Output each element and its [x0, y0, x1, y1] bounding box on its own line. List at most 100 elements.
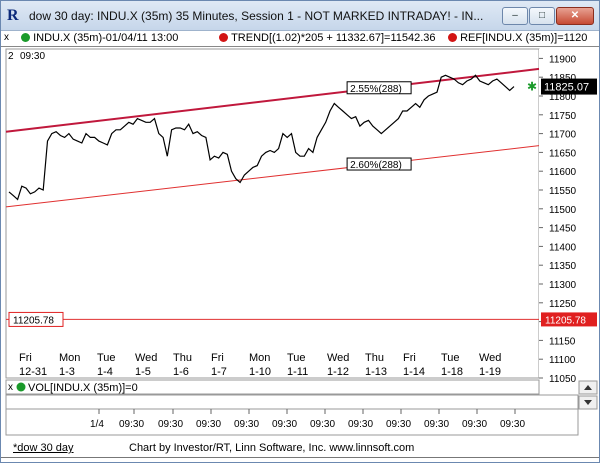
date-label: 1-5: [135, 366, 151, 378]
ref-value-left-text: 11205.78: [13, 315, 54, 326]
upper-channel-line: [5, 67, 540, 133]
last-price-marker: ✱ 11825.07: [527, 78, 597, 95]
ref-value-right: 11205.78: [541, 312, 597, 327]
volume-label: VOL[INDU.X (35m)]=0: [28, 382, 138, 394]
y-tick-label: 11300: [549, 280, 577, 291]
time-axis-ticks: 1/4 09:30 09:30 09:30 09:30 09:30 09:30 09:30 09…: [90, 409, 525, 430]
day-labels: Fri 12-31 Mon 1-3 Tue 1-4 Wed 1-5 Thu 1-6 Fri 1-7 Mo…: [19, 352, 501, 378]
scroll-up-button[interactable]: [578, 380, 598, 395]
time-tick-label: 09:30: [462, 419, 487, 430]
price-chart[interactable]: 2 09:30 11900118501180011750117001165011…: [1, 47, 599, 441]
time-tick-label: 09:30: [386, 419, 411, 430]
app-logo-icon: R: [7, 7, 19, 24]
y-tick-label: 11600: [549, 167, 577, 178]
price-study-label: INDU.X (35m)-01/04/11 13:00: [33, 32, 179, 44]
y-tick-label: 11500: [549, 205, 577, 216]
y-tick-label: 11050: [549, 374, 577, 385]
y-tick-label: 11550: [549, 186, 577, 197]
date-label: 1-7: [211, 366, 227, 378]
trend-channel: 2.55%(288) 2.60%(288): [5, 67, 540, 320]
y-tick-label: 11650: [549, 148, 577, 159]
lower-channel-tag: 2.60%(288): [346, 157, 412, 171]
date-label: 1-13: [365, 366, 387, 378]
date-label: 1-18: [441, 366, 463, 378]
close-button[interactable]: ✕: [556, 7, 594, 25]
time-tick-label: 09:30: [234, 419, 259, 430]
last-price-text: 11825.07: [544, 82, 589, 94]
window-title: dow 30 day: INDU.X (35m) 35 Minutes, Ses…: [29, 9, 484, 23]
upper-channel-label: 2.55%(288): [350, 84, 402, 95]
date-label: 1-4: [97, 366, 113, 378]
day-of-week-label: Wed: [327, 352, 349, 364]
y-tick-label: 11100: [549, 355, 576, 366]
study-close-icon[interactable]: x: [4, 32, 9, 43]
ref-dot-icon: [448, 33, 457, 42]
credit-text: Chart by Investor/RT, Linn Software, Inc…: [129, 442, 415, 454]
chart-time-label: 09:30: [20, 51, 45, 62]
date-label: 1-14: [403, 366, 425, 378]
day-of-week-label: Tue: [287, 352, 306, 364]
y-tick-label: 11800: [549, 92, 577, 103]
time-tick-label: 09:30: [424, 419, 449, 430]
y-tick-label: 11400: [549, 242, 577, 253]
time-tick-label: 09:30: [272, 419, 297, 430]
footer-divider: [1, 457, 599, 458]
time-axis: [5, 408, 579, 436]
chart-tab[interactable]: *dow 30 day: [13, 442, 74, 454]
time-tick-label: 09:30: [119, 419, 144, 430]
day-of-week-label: Fri: [403, 352, 416, 364]
ref-value-right-text: 11205.78: [545, 315, 586, 326]
time-tick-label: 09:30: [310, 419, 335, 430]
time-tick-label: 1/4: [90, 419, 104, 430]
volume-dot-icon: [16, 382, 26, 392]
day-of-week-label: Wed: [479, 352, 501, 364]
ref-study-label: REF[INDU.X (35m)]=1120: [460, 32, 588, 44]
trend-study-item[interactable]: TREND[(1.02)*205 + 11332.67]=11542.36: [219, 32, 436, 44]
time-tick-label: 09:30: [348, 419, 373, 430]
down-arrow-icon: [584, 400, 592, 405]
trend-study-label: TREND[(1.02)*205 + 11332.67]=11542.36: [231, 32, 436, 44]
date-label: 1-11: [287, 366, 308, 378]
time-tick-label: 09:30: [196, 419, 221, 430]
ref-value-left: 11205.78: [8, 311, 64, 327]
lower-channel-label: 2.60%(288): [350, 160, 402, 171]
y-tick-label: 11700: [549, 130, 577, 141]
minimize-button[interactable]: –: [502, 7, 528, 25]
time-tick-label: 09:30: [500, 419, 525, 430]
day-of-week-label: Fri: [211, 352, 224, 364]
day-of-week-label: Fri: [19, 352, 32, 364]
ref-study-item[interactable]: REF[INDU.X (35m)]=1120: [448, 32, 587, 44]
chart-index-label: 2: [8, 51, 14, 62]
y-tick-label: 11350: [549, 261, 577, 272]
price-series-line: [8, 74, 515, 201]
volume-legend: [5, 379, 540, 395]
y-tick-label: 11450: [549, 224, 577, 235]
day-of-week-label: Mon: [59, 352, 80, 364]
volume-close-icon[interactable]: x: [8, 382, 13, 393]
y-tick-label: 11250: [549, 299, 577, 310]
y-tick-label: 11750: [549, 111, 577, 122]
y-tick-label: 11900: [549, 54, 577, 65]
up-arrow-icon: [584, 385, 592, 390]
trend-dot-icon: [219, 33, 228, 42]
y-tick-label: 11150: [549, 336, 576, 347]
study-legend-bar: x INDU.X (35m)-01/04/11 13:00 TREND[(1.0…: [1, 31, 599, 47]
lower-channel-line: [5, 145, 540, 208]
date-label: 1-19: [479, 366, 501, 378]
time-tick-label: 09:30: [158, 419, 183, 430]
date-label: 1-3: [59, 366, 75, 378]
day-of-week-label: Tue: [97, 352, 116, 364]
volume-panel[interactable]: [5, 394, 579, 410]
maximize-button[interactable]: □: [529, 7, 555, 25]
date-label: 1-12: [327, 366, 349, 378]
price-dot-icon: [21, 33, 30, 42]
title-bar[interactable]: R dow 30 day: INDU.X (35m) 35 Minutes, S…: [1, 1, 599, 31]
day-of-week-label: Wed: [135, 352, 157, 364]
price-study-item[interactable]: INDU.X (35m)-01/04/11 13:00: [21, 32, 178, 44]
scroll-down-button[interactable]: [578, 395, 598, 410]
plot-area[interactable]: [5, 48, 540, 379]
day-of-week-label: Thu: [365, 352, 384, 364]
green-arrow-icon: ✱: [527, 80, 537, 94]
day-of-week-label: Mon: [249, 352, 270, 364]
